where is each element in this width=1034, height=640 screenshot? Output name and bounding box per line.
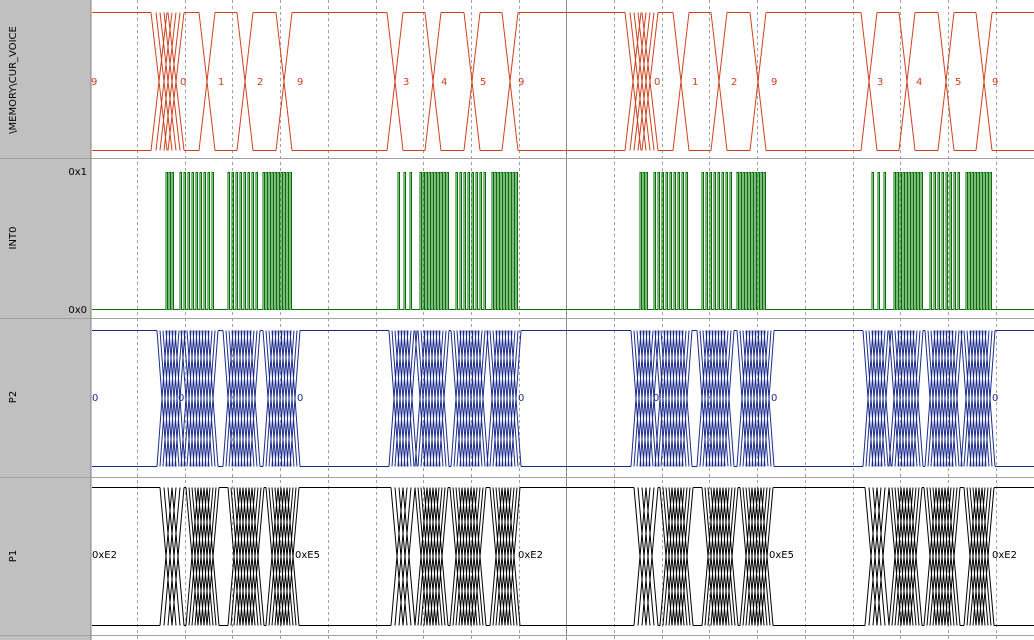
- bus-value-label: 5: [955, 77, 961, 88]
- time-grid: [137, 0, 997, 640]
- bus-value-label: 0: [92, 393, 98, 404]
- bus-value-label: 3: [403, 77, 409, 88]
- bus-value-label: 0xE2: [92, 550, 117, 561]
- bus-value-label: 0: [297, 393, 303, 404]
- bus-value-label: 0xE2: [518, 550, 543, 561]
- bus-value-label: 9: [771, 77, 777, 88]
- bus-value-label: 4: [916, 77, 922, 88]
- bus-value-label: 0xE5: [769, 550, 794, 561]
- bus-value-label: 9: [297, 77, 303, 88]
- bus-value-label: 4: [441, 77, 447, 88]
- bus-value-label: 0: [180, 77, 186, 88]
- signal-name: INT0: [8, 227, 19, 250]
- bus-value-label: 2: [731, 77, 737, 88]
- bus-value-label: 9: [91, 77, 97, 88]
- signal-name-column: [0, 0, 91, 640]
- level-high-label: 0x1: [68, 167, 87, 178]
- bus-value-label: 0: [992, 393, 998, 404]
- level-low-label: 0x0: [68, 305, 87, 316]
- signal-name: \MEMORY\CUR_VOICE: [8, 26, 19, 134]
- bus-waveform: [92, 487, 1034, 626]
- bus-value-label: 1: [218, 77, 224, 88]
- lane-separators: [0, 158, 1034, 636]
- bus-value-label: 0: [518, 393, 524, 404]
- bus-value-label: 0: [654, 77, 660, 88]
- digital-waveform: [92, 172, 1034, 310]
- bus-value-label: 5: [480, 77, 486, 88]
- signal-name: P1: [8, 550, 19, 562]
- bus-value-label: 0xE2: [992, 550, 1017, 561]
- bus-value-label: 9: [518, 77, 524, 88]
- bus-value-label: 0: [653, 393, 659, 404]
- bus-value-label: 0: [178, 393, 184, 404]
- bus-value-label: 0xE5: [295, 550, 320, 561]
- bus-value-label: 9: [992, 77, 998, 88]
- bus-value-label: 2: [257, 77, 263, 88]
- bus-value-label: 3: [877, 77, 883, 88]
- bus-waveform: [92, 330, 1034, 467]
- bus-value-label: 1: [692, 77, 698, 88]
- waveforms: 9 0 1 2 9 3 4 5 9 0 1 2 9 3 4 5 9 0 0 0 0 0 0 0 0xE2 0xE5 0xE2 0xE5…: [91, 12, 1034, 626]
- bus-value-label: 0: [771, 393, 777, 404]
- signal-name: P2: [8, 391, 19, 403]
- bus-waveform: [92, 12, 1034, 151]
